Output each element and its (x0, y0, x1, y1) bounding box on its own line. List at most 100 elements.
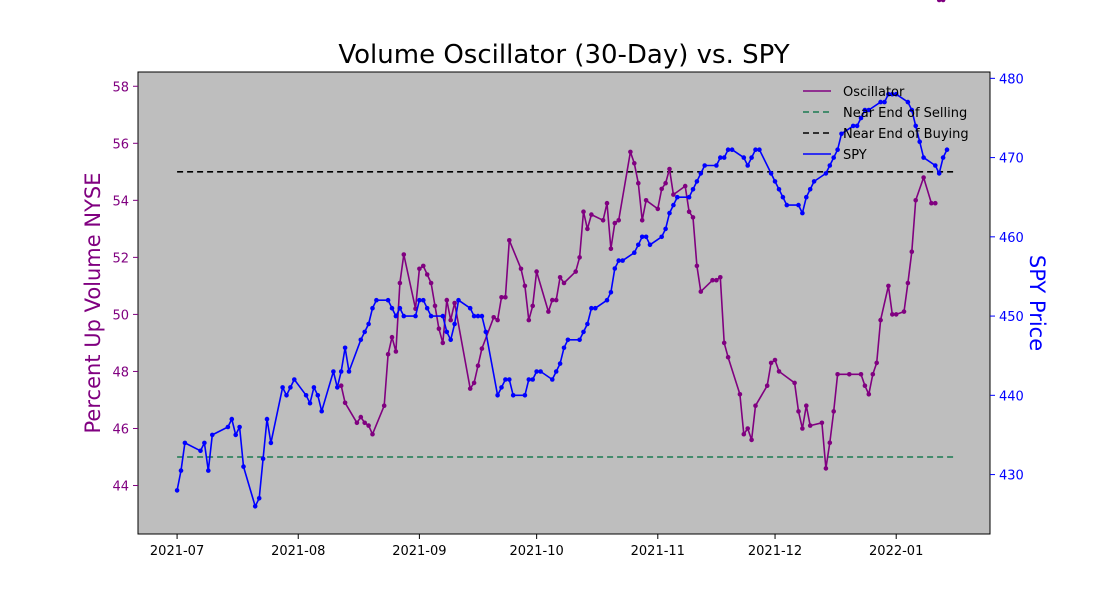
spy-point (553, 369, 559, 374)
oscillator-point (893, 312, 899, 317)
x-tick-label: 2022-01 (869, 544, 923, 559)
spy-point (503, 377, 508, 382)
spy-point (210, 432, 215, 438)
spy-point (772, 179, 778, 184)
spy-point (397, 305, 403, 311)
spy-point (936, 171, 942, 176)
spy-point (292, 377, 297, 382)
spy-point (675, 194, 680, 200)
spy-point (252, 504, 258, 509)
oscillator-point (526, 317, 532, 323)
spy-point (335, 385, 340, 390)
spy-point (694, 179, 700, 184)
oscillator-point (862, 383, 868, 389)
spy-point (424, 305, 430, 311)
spy-point (933, 163, 938, 168)
spy-point (471, 313, 477, 319)
y-left-tick-label: 52 (112, 251, 129, 266)
oscillator-point (890, 312, 895, 317)
y-axis-left: 44 46 48 50 52 54 56 58 (112, 80, 138, 495)
spy-point (858, 115, 864, 121)
spy-point (565, 337, 571, 343)
oscillator-point (698, 289, 704, 294)
oscillator-point (358, 414, 364, 420)
oscillator-point (792, 380, 797, 386)
oscillator-point (823, 466, 829, 471)
oscillator-point (819, 420, 825, 426)
chart-title: Volume Oscillator (30-Day) vs. SPY (338, 40, 789, 70)
x-tick-label: 2021-07 (150, 544, 204, 559)
spy-point (256, 496, 262, 501)
oscillator-point (530, 303, 535, 309)
oscillator-point (616, 218, 621, 223)
spy-point (452, 321, 457, 327)
oscillator-point (440, 340, 446, 346)
spy-point (417, 297, 422, 303)
spy-point (639, 234, 645, 240)
oscillator-point (721, 340, 727, 346)
oscillator-point (448, 317, 454, 323)
spy-point (198, 448, 203, 454)
spy-point (612, 266, 618, 271)
oscillator-point (804, 403, 809, 409)
oscillator-point (682, 183, 688, 189)
oscillator-point (573, 269, 578, 274)
spy-point (702, 163, 707, 168)
spy-point (741, 155, 747, 160)
oscillator-point (424, 272, 430, 277)
y-left-tick-label: 48 (112, 365, 129, 380)
oscillator-point (397, 280, 403, 286)
oscillator-point (800, 426, 805, 431)
spy-point (495, 393, 500, 398)
spy-point (311, 385, 317, 390)
y-left-tick-label: 56 (112, 137, 129, 152)
oscillator-point (444, 297, 450, 303)
spy-point (499, 385, 504, 390)
oscillator-point (686, 209, 692, 214)
oscillator-point (936, 0, 942, 3)
y-left-tick-label: 46 (112, 422, 129, 437)
oscillator-point (671, 192, 676, 197)
spy-point (241, 464, 246, 469)
spy-point (882, 99, 887, 105)
spy-point (663, 226, 668, 232)
y-right-tick-label: 480 (999, 72, 1024, 87)
oscillator-point (909, 249, 915, 254)
spy-point (890, 91, 895, 97)
spy-point (307, 400, 313, 406)
spy-point (483, 329, 489, 335)
spy-point (690, 187, 696, 192)
spy-point (608, 290, 614, 295)
spy-point (448, 337, 454, 343)
spy-point (616, 258, 621, 263)
oscillator-point (772, 357, 778, 363)
oscillator-point (589, 212, 594, 217)
oscillator-point (491, 315, 497, 320)
spy-point (475, 313, 481, 319)
x-tick-label: 2021-10 (509, 544, 563, 559)
spy-point (467, 305, 473, 311)
spy-point (909, 107, 915, 113)
spy-point (768, 171, 774, 176)
oscillator-point (710, 277, 715, 283)
oscillator-point (796, 409, 801, 414)
spy-point (538, 369, 543, 374)
y-right-tick-label: 440 (999, 389, 1024, 404)
spy-point (233, 432, 238, 438)
oscillator-point (338, 383, 344, 389)
spy-point (456, 297, 461, 303)
oscillator-point (628, 149, 633, 155)
spy-point (342, 345, 348, 351)
oscillator-point (636, 180, 641, 186)
spy-point (636, 242, 641, 248)
spy-series (174, 91, 950, 509)
spy-point (917, 139, 922, 144)
spy-point (796, 202, 801, 208)
oscillator-point (417, 266, 422, 272)
oscillator-point (764, 383, 770, 389)
oscillator-point (557, 275, 563, 280)
oscillator-point (694, 263, 700, 269)
y-left-tick-label: 54 (112, 194, 129, 209)
oscillator-point (929, 200, 934, 206)
